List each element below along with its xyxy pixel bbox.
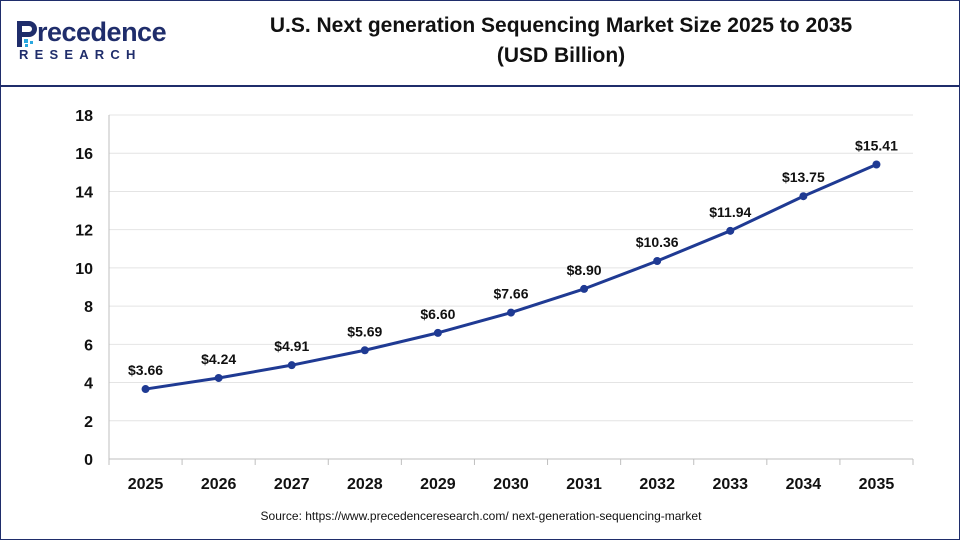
data-point	[287, 361, 296, 370]
chart-subtitle: (USD Billion)	[496, 44, 626, 67]
logo-wordmark: recedence	[37, 17, 167, 47]
x-tick-label: 2027	[274, 476, 310, 493]
header: recedence RESEARCH U.S. Next generation …	[1, 1, 959, 87]
y-tick-label: 16	[75, 146, 93, 163]
y-tick-label: 14	[75, 184, 93, 201]
x-tick-label: 2033	[712, 476, 748, 493]
chart-title-block: U.S. Next generation Sequencing Market S…	[251, 11, 871, 71]
y-tick-label: 10	[75, 261, 93, 278]
data-point	[653, 257, 662, 266]
data-label: $8.90	[567, 262, 602, 278]
x-tick-label: 2028	[347, 476, 383, 493]
logo-subtitle: RESEARCH	[19, 47, 142, 62]
line-chart: 0 2 4 6 8 10 12 14 16 18 2025 2026 2027 2028 2029 2030 2…	[75, 108, 914, 493]
data-label: $4.24	[201, 351, 236, 367]
data-point	[799, 192, 808, 201]
x-tick-label: 2030	[493, 476, 529, 493]
data-label: $15.41	[855, 137, 898, 153]
data-point	[433, 328, 442, 337]
y-tick-label: 8	[84, 299, 93, 316]
data-point	[141, 385, 150, 394]
data-point	[580, 284, 589, 293]
data-label: $4.91	[274, 338, 309, 354]
y-tick-label: 4	[84, 376, 93, 393]
data-point	[360, 346, 369, 355]
x-tick-label: 2031	[566, 476, 602, 493]
series-line	[145, 163, 878, 391]
data-label: $7.66	[493, 286, 528, 302]
data-label: $5.69	[347, 323, 382, 339]
brand-logo: recedence RESEARCH	[15, 17, 167, 67]
source-note: Source: https://www.precedenceresearch.c…	[260, 509, 702, 523]
y-tick-label: 2	[84, 414, 93, 431]
data-label: $11.94	[709, 204, 751, 220]
data-point	[214, 373, 223, 382]
x-tick-label: 2034	[786, 476, 822, 493]
y-tick-label: 6	[84, 337, 93, 354]
data-label: $13.75	[782, 169, 825, 185]
precedence-p-logo-icon	[17, 21, 37, 47]
data-label: $3.66	[128, 362, 163, 378]
data-point	[507, 308, 515, 317]
x-tick-label: 2032	[639, 476, 675, 493]
x-tick-label: 2035	[859, 476, 895, 493]
x-tick-label: 2026	[201, 476, 237, 493]
data-point	[872, 160, 881, 169]
data-label: $6.60	[420, 306, 455, 322]
y-tick-label: 0	[84, 452, 93, 469]
y-tick-label: 12	[75, 223, 93, 240]
chart-title: U.S. Next generation Sequencing Market S…	[269, 14, 853, 37]
data-point	[726, 226, 735, 235]
data-label: $10.36	[636, 234, 679, 250]
y-tick-label: 18	[75, 108, 93, 125]
x-tick-label: 2025	[128, 476, 164, 493]
x-tick-label: 2029	[420, 476, 456, 493]
